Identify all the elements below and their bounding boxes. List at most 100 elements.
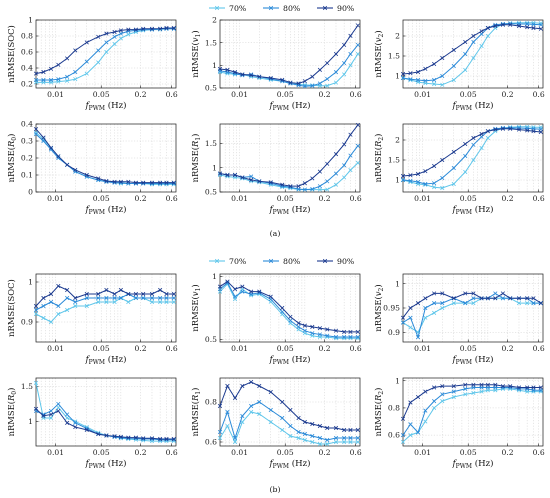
data-point	[96, 291, 101, 297]
data-point	[525, 128, 530, 133]
data-point	[33, 127, 39, 132]
caption-a: (a)	[270, 229, 281, 238]
data-point	[96, 34, 101, 39]
data-point	[288, 318, 293, 323]
data-point	[33, 380, 39, 385]
data-point	[342, 334, 347, 340]
y-tick-label: 1.5	[388, 156, 400, 165]
x-tick-label: 0.01	[47, 90, 64, 99]
y-axis-label: nRMSE(SOC)	[6, 25, 16, 83]
data-point	[288, 407, 293, 413]
data-point	[56, 303, 61, 309]
data-point	[280, 305, 285, 311]
x-tick-label: 0.01	[414, 448, 431, 457]
y-tick-label: 0.8	[388, 404, 400, 413]
data-point	[232, 395, 238, 401]
data-point	[73, 48, 78, 53]
y-tick-label: 0.8	[21, 32, 33, 41]
y-tick-label: 0.4	[21, 64, 33, 73]
data-point	[325, 179, 330, 184]
data-point	[423, 169, 428, 174]
y-tick-label: 0.8	[205, 398, 217, 407]
y-axis-label: nRMSE(R0)	[6, 388, 18, 437]
data-point	[96, 299, 101, 305]
data-point	[325, 425, 330, 431]
data-point	[423, 305, 428, 311]
data-point	[493, 23, 498, 29]
data-point	[348, 435, 353, 441]
data-point	[493, 382, 498, 387]
data-point	[149, 26, 155, 31]
data-point	[65, 287, 70, 293]
data-point	[500, 22, 505, 27]
data-point	[217, 429, 223, 435]
data-point	[232, 435, 238, 441]
data-point	[133, 291, 138, 297]
y-axis-label: nRMSE(R1)	[190, 134, 202, 183]
data-point	[73, 424, 78, 430]
data-point	[408, 325, 413, 330]
data-point	[48, 415, 54, 421]
data-point	[240, 289, 245, 294]
data-point	[118, 434, 123, 439]
legend-marker	[268, 5, 274, 11]
legend-label: 90%	[337, 257, 354, 266]
data-point	[225, 280, 230, 285]
y-axis-label: nRMSE(R0)	[6, 134, 18, 183]
data-point	[268, 419, 273, 425]
data-point	[56, 154, 61, 159]
y-tick-label: 1.5	[205, 139, 217, 148]
data-point	[408, 71, 413, 76]
x-tick-label: 0.6	[533, 448, 545, 457]
data-point	[463, 169, 468, 175]
legend-b: 70% 80% 90%	[209, 257, 354, 266]
data-point	[302, 328, 307, 333]
data-point	[325, 161, 330, 166]
data-point	[479, 296, 484, 301]
data-point	[133, 180, 138, 185]
data-point	[348, 334, 353, 340]
data-point	[280, 427, 285, 433]
data-point	[48, 147, 54, 152]
x-tick-label: 0.2	[318, 344, 330, 353]
data-point	[84, 295, 89, 301]
data-point	[463, 386, 468, 391]
data-point	[440, 392, 445, 397]
data-point	[471, 157, 476, 163]
data-point	[296, 415, 301, 421]
x-tick-label: 0.05	[460, 344, 477, 353]
data-point	[112, 291, 117, 297]
legend-label: 80%	[283, 4, 300, 13]
data-point	[288, 80, 293, 85]
data-point	[508, 22, 513, 27]
data-point	[240, 72, 245, 77]
x-tick-label: 0.05	[277, 90, 294, 99]
data-point	[141, 436, 146, 441]
x-tick-label: 0.2	[134, 344, 146, 353]
legend-marker	[214, 258, 220, 264]
data-point	[463, 392, 468, 397]
data-point	[463, 153, 468, 159]
panel-a4: 0 0.1 0.2 0.3 0.4 0.01 0.05 0.2 0.6 nRMSE(R0) fPWM…	[6, 120, 178, 216]
x-tick-label: 0.2	[134, 90, 146, 99]
panel-a3: 1 1.5 2 0.01 0.05 0.2 0.6 nRMSE(v2) fPWM (Hz)	[373, 19, 545, 112]
panel-b3: 0.9 0.95 1 0.01 0.05 0.2 0.6 nRMSE(v2) fPWM (Hz)	[373, 273, 545, 366]
data-point	[149, 295, 155, 301]
data-point	[240, 413, 245, 419]
data-point	[408, 315, 413, 320]
data-point	[451, 389, 456, 394]
data-point	[84, 291, 89, 297]
data-point	[65, 420, 70, 425]
data-point	[485, 33, 490, 39]
data-point	[158, 26, 163, 31]
data-point	[296, 435, 301, 441]
y-tick-label: 2	[395, 32, 400, 41]
series-line-90pct	[35, 408, 174, 440]
data-point	[400, 71, 406, 77]
series-line-70pct	[35, 132, 174, 185]
x-tick-label: 0.6	[166, 448, 178, 457]
y-tick-label: 1	[212, 61, 217, 70]
data-point	[310, 331, 315, 336]
data-point	[471, 301, 476, 306]
y-tick-label: 0.5	[205, 84, 217, 93]
